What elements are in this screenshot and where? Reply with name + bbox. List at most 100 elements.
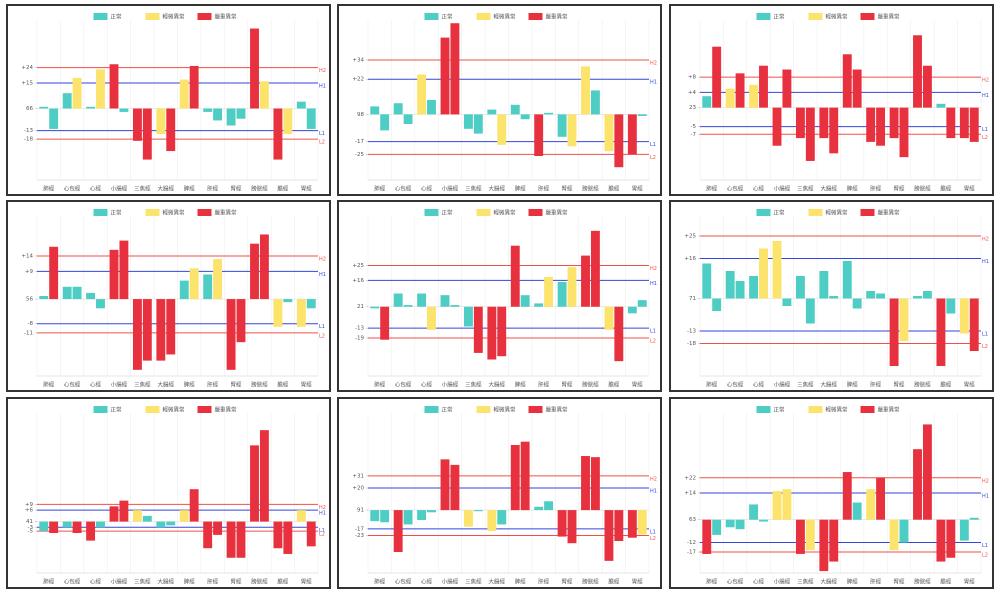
- bar: [393, 293, 403, 307]
- y-tick-label: +4: [688, 90, 697, 96]
- reference-label: L2: [982, 135, 988, 141]
- bar: [72, 521, 82, 533]
- bar: [876, 293, 886, 299]
- legend-label: 嚴重異常: [878, 209, 901, 217]
- legend-label: 輕微異常: [826, 13, 849, 21]
- bar: [393, 103, 403, 115]
- legend-swatch: [528, 13, 543, 20]
- x-tick-label: 心包經: [395, 381, 412, 389]
- y-tick-label: -5: [28, 529, 34, 535]
- bar: [627, 306, 637, 314]
- legend-label: 輕微異常: [163, 209, 186, 217]
- bar: [370, 106, 380, 115]
- legend-label: 輕微異常: [494, 209, 517, 217]
- panel: [669, 4, 994, 196]
- bar: [725, 271, 735, 299]
- bar: [417, 293, 427, 307]
- x-tick-label: 肝經: [870, 578, 882, 586]
- bar: [39, 521, 49, 532]
- x-tick-label: 膽經: [940, 578, 952, 586]
- bar: [296, 299, 306, 327]
- bar: [735, 73, 745, 108]
- reference-label: L1: [319, 131, 325, 137]
- x-tick-label: 腎經: [894, 381, 906, 389]
- legend-swatch: [424, 209, 439, 216]
- bar: [487, 306, 497, 360]
- x-tick-label: 心包經: [727, 578, 744, 586]
- x-tick-label: 肺經: [43, 381, 55, 389]
- bar: [306, 299, 316, 309]
- bar: [96, 69, 105, 109]
- bar: [370, 510, 380, 522]
- x-tick-label: 膽經: [277, 578, 289, 586]
- x-tick-label: 肺經: [43, 185, 55, 193]
- x-tick-label: 三焦經: [797, 578, 814, 586]
- y-tick-label: -13: [687, 329, 696, 335]
- bar: [534, 114, 544, 156]
- bar: [581, 255, 590, 307]
- bar: [510, 245, 520, 307]
- bar: [567, 267, 577, 307]
- y-tick-label: -23: [355, 533, 364, 539]
- bar: [380, 306, 390, 340]
- bar: [795, 519, 805, 554]
- legend-label: 嚴重異常: [215, 209, 238, 217]
- bar: [203, 521, 213, 549]
- bar: [829, 519, 839, 562]
- bar: [842, 261, 852, 299]
- bar: [440, 459, 450, 511]
- bar: [604, 306, 614, 330]
- bar: [959, 519, 969, 541]
- bar: [250, 445, 259, 522]
- bar: [899, 298, 909, 341]
- bar: [637, 510, 647, 535]
- legend-swatch: [93, 406, 108, 413]
- legend-swatch: [197, 13, 212, 20]
- bar: [899, 519, 909, 543]
- reference-label: H1: [650, 489, 657, 495]
- bar: [946, 107, 956, 139]
- x-tick-label: 膽經: [608, 578, 620, 586]
- y-tick-label: +16: [352, 278, 364, 284]
- bar: [49, 108, 59, 129]
- bar: [473, 306, 483, 353]
- reference-label: L2: [982, 553, 988, 559]
- reference-label: H2: [319, 505, 326, 511]
- y-tick-label: -17: [355, 139, 364, 145]
- bar: [702, 96, 712, 108]
- bar: [913, 35, 922, 108]
- x-tick-label: 心經: [90, 578, 102, 586]
- legend-swatch: [860, 13, 875, 20]
- x-tick-label: 大腸經: [158, 578, 175, 586]
- y-tick-label: -17: [687, 550, 696, 556]
- bar: [39, 296, 49, 300]
- x-tick-label: 肺經: [374, 381, 386, 389]
- x-tick-label: 肝經: [538, 381, 550, 389]
- reference-label: L2: [650, 536, 656, 542]
- bar: [156, 108, 166, 135]
- x-tick-label: 膽經: [277, 185, 289, 193]
- bar: [497, 306, 507, 357]
- x-tick-label: 腎經: [562, 578, 574, 586]
- bar: [581, 456, 590, 511]
- x-tick-label: 三焦經: [465, 381, 482, 389]
- y-tick-label: +25: [684, 234, 696, 240]
- bar: [567, 510, 577, 544]
- reference-label: L1: [650, 529, 656, 535]
- bar: [725, 519, 735, 528]
- reference-label: L1: [982, 543, 988, 549]
- x-tick-label: 小腸經: [774, 381, 791, 389]
- bar: [936, 519, 946, 562]
- reference-label: H1: [982, 494, 989, 500]
- x-tick-label: 脾經: [184, 381, 196, 389]
- y-tick-label: 66: [26, 106, 33, 112]
- bar: [86, 106, 96, 109]
- reference-label: L2: [319, 532, 325, 538]
- legend-swatch: [476, 406, 491, 413]
- bar: [62, 286, 72, 300]
- bar: [487, 109, 497, 115]
- legend-label: 嚴重異常: [546, 209, 569, 217]
- y-tick-label: -25: [355, 152, 364, 158]
